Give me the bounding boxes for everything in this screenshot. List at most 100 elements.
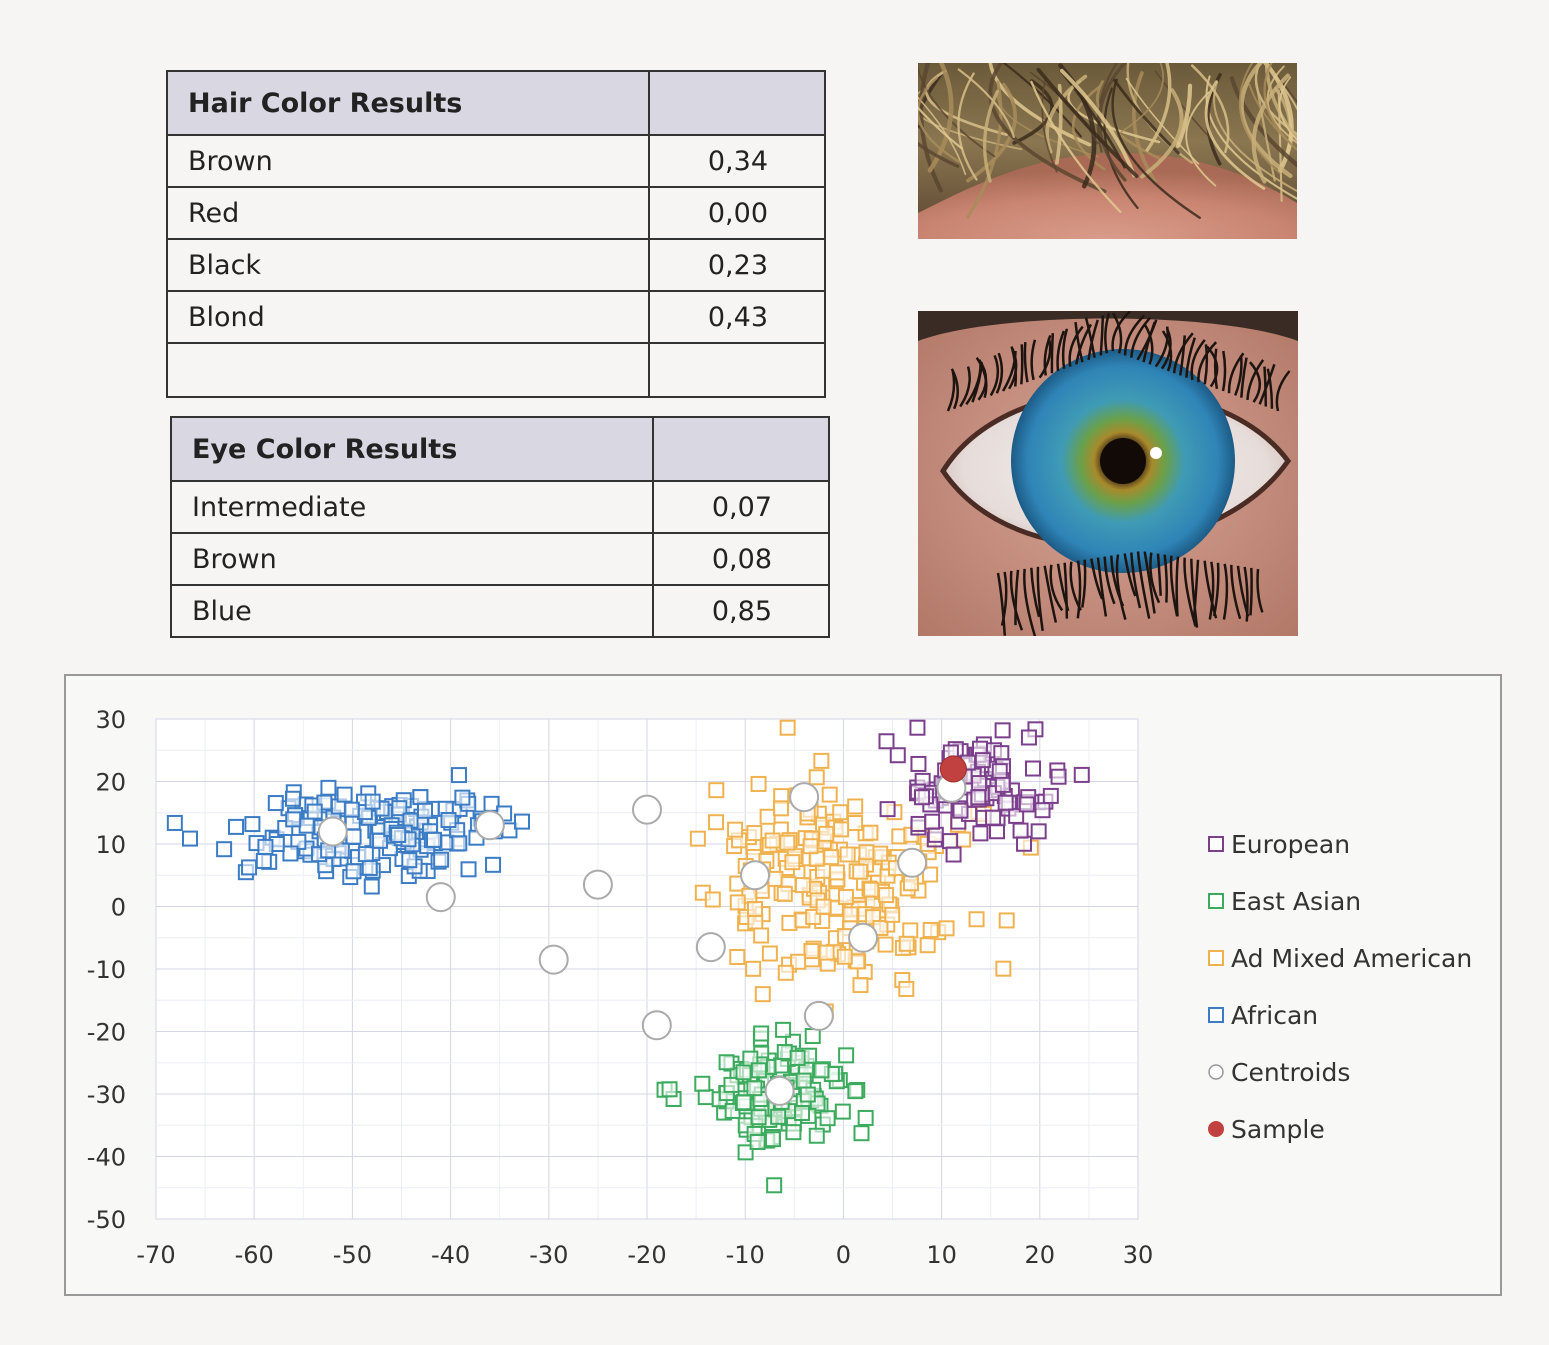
- hair-photo-image: [918, 63, 1297, 239]
- point-centroids: [582, 869, 613, 900]
- point-ad-mixed-american: [689, 830, 706, 847]
- point-east-asian: [804, 1028, 821, 1045]
- point-ad-mixed-american: [998, 912, 1015, 929]
- row-value: 0,07: [652, 480, 830, 534]
- eyelash: [1043, 334, 1052, 376]
- scatter-chart: -70 -60 -50 -40 -30 -20 -10 0 10 20 30 30 20 10 0 -10 -2…: [64, 674, 1502, 1296]
- table-row: Blue 0,85: [170, 584, 830, 638]
- eyelash: [950, 368, 959, 410]
- hair-strand: [1279, 76, 1297, 141]
- point-african: [433, 851, 450, 868]
- point-european: [970, 789, 987, 806]
- point-ad-mixed-american: [784, 854, 801, 871]
- hair-strand: [1205, 75, 1297, 200]
- hair-strand: [1125, 77, 1200, 165]
- point-african: [372, 832, 389, 849]
- table-row: Intermediate 0,07: [170, 480, 830, 534]
- hair-strand: [1251, 73, 1290, 184]
- point-african: [450, 767, 467, 784]
- eyelash: [1112, 312, 1123, 354]
- eyelash: [1256, 568, 1264, 613]
- row-label: Black: [166, 238, 650, 292]
- eye-table-header-empty: [652, 416, 830, 482]
- point-ad-mixed-american: [919, 937, 936, 954]
- point-ad-mixed-american: [803, 943, 820, 960]
- hair-strand: [918, 106, 964, 150]
- eyelash: [1149, 552, 1161, 604]
- row-label: Blond: [166, 290, 650, 344]
- y-tick-label: 30: [95, 706, 126, 734]
- hair-strand: [988, 63, 1107, 194]
- x-tick-label: 0: [836, 1241, 851, 1269]
- hair-strand: [918, 96, 967, 176]
- point-centroids: [632, 794, 662, 825]
- eyelash: [1190, 558, 1199, 628]
- eyelash: [1123, 553, 1137, 597]
- point-ad-mixed-american: [847, 798, 864, 815]
- eyelash: [1175, 556, 1180, 617]
- row-value: 0,23: [648, 238, 826, 292]
- point-ad-mixed-american: [995, 960, 1012, 977]
- hair-strand: [1190, 64, 1230, 154]
- eyelash: [1103, 556, 1116, 605]
- point-european: [993, 745, 1010, 762]
- x-tick-label: 10: [926, 1241, 957, 1269]
- point-african: [166, 814, 183, 831]
- y-tick-label: -30: [87, 1081, 126, 1109]
- y-tick-label: 0: [111, 894, 126, 922]
- point-ad-mixed-american: [813, 752, 830, 769]
- point-ad-mixed-american: [802, 838, 819, 855]
- point-ad-mixed-american: [955, 831, 972, 848]
- point-african: [460, 861, 477, 878]
- point-ad-mixed-american: [832, 804, 849, 821]
- hair-strand: [1263, 63, 1293, 146]
- point-centroids: [897, 847, 928, 878]
- legend-marker-ad-mixed-american: [1208, 950, 1224, 966]
- point-ad-mixed-american: [922, 921, 939, 938]
- eyelash: [1000, 571, 1008, 626]
- eyelash: [1056, 330, 1066, 372]
- point-ad-mixed-american: [884, 906, 901, 923]
- hair-strand: [1262, 63, 1294, 174]
- hair-table-title: Hair Color Results: [166, 70, 650, 136]
- point-ad-mixed-american: [833, 821, 850, 838]
- point-east-asian: [749, 1133, 766, 1150]
- point-ad-mixed-american: [858, 844, 875, 861]
- point-ad-mixed-american: [898, 935, 915, 952]
- eyelash: [1178, 335, 1186, 376]
- point-african: [412, 789, 429, 806]
- x-tick-label: -20: [627, 1241, 666, 1269]
- eyelash: [1185, 337, 1197, 378]
- eyelash: [1068, 325, 1084, 367]
- eyelash: [1206, 345, 1219, 388]
- point-east-asian: [795, 1072, 812, 1089]
- x-tick-label: -50: [333, 1241, 372, 1269]
- point-african: [357, 846, 374, 863]
- eyelash: [1076, 560, 1082, 619]
- table-row: Black 0,23: [166, 238, 826, 292]
- legend-marker-sample: [1208, 1121, 1224, 1137]
- point-east-asian: [847, 1083, 864, 1100]
- point-african: [416, 802, 433, 819]
- point-ad-mixed-american: [759, 808, 776, 825]
- point-european: [889, 747, 906, 764]
- point-european: [971, 775, 988, 792]
- point-ad-mixed-american: [729, 948, 746, 965]
- point-east-asian: [697, 1089, 714, 1106]
- eyelash: [1061, 328, 1069, 369]
- eyelash: [1090, 558, 1104, 600]
- point-ad-mixed-american: [745, 960, 762, 977]
- point-ad-mixed-american: [750, 775, 767, 792]
- hair-strand: [1213, 81, 1297, 193]
- point-ad-mixed-american: [779, 719, 796, 736]
- legend-label-ad-mixed-american: Ad Mixed American: [1231, 944, 1472, 973]
- eyelash: [975, 356, 988, 399]
- point-african: [390, 826, 407, 843]
- hair-color-table: Hair Color Results Brown 0,34 Red 0,00 B…: [166, 70, 826, 398]
- point-ad-mixed-american: [708, 814, 725, 831]
- point-ad-mixed-american: [836, 948, 853, 965]
- point-european: [1042, 787, 1059, 804]
- x-tick-label: -30: [529, 1241, 568, 1269]
- point-african: [298, 817, 315, 834]
- hair-strand: [1238, 63, 1281, 174]
